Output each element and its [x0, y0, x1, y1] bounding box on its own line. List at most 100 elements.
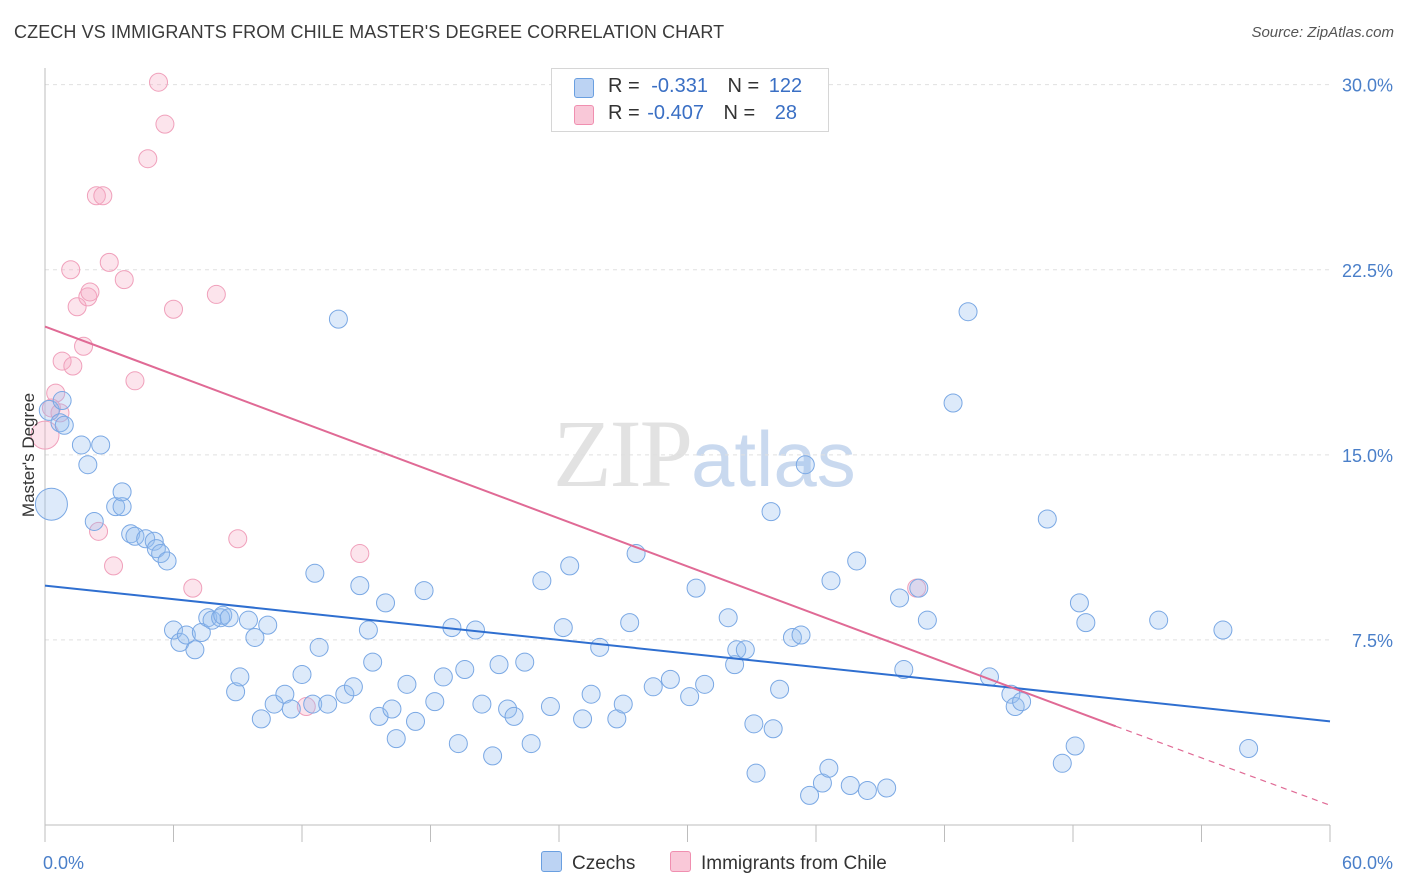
- y-tick-label: 7.5%: [1352, 631, 1393, 651]
- czechs-point: [185, 640, 205, 660]
- chile-point: [350, 544, 370, 564]
- czechs-point: [890, 588, 910, 608]
- czechs-point: [1076, 613, 1096, 633]
- czechs-point: [52, 391, 72, 411]
- czechs-legend-icon: [541, 851, 562, 872]
- y-axis-label: Master's Degree: [19, 393, 38, 517]
- czechs-point: [264, 694, 284, 714]
- czechs-point: [680, 687, 700, 707]
- czechs-point: [800, 785, 820, 805]
- czechs-point: [472, 694, 492, 714]
- y-tick-label: 15.0%: [1342, 446, 1393, 466]
- czechs-point: [1069, 593, 1089, 613]
- czechs-point: [718, 608, 738, 628]
- legend-czechs: Czechs: [541, 851, 635, 875]
- chile-point: [50, 403, 70, 423]
- chile-point: [155, 114, 175, 134]
- czechs-point: [350, 576, 370, 596]
- czechs-point: [763, 719, 783, 739]
- gridlines: [45, 84, 1330, 641]
- czechs-point: [498, 699, 518, 719]
- czechs-point: [761, 502, 781, 522]
- czechs-point: [151, 544, 171, 564]
- legend-czechs-stats: R = -0.331 N = 122: [608, 75, 802, 98]
- czechs-point: [305, 563, 325, 583]
- czechs-point: [877, 778, 897, 798]
- czechs-point: [328, 309, 348, 329]
- chile-point: [149, 72, 169, 92]
- czechs-point: [78, 455, 98, 475]
- axes: [44, 68, 1331, 842]
- chile-point: [104, 556, 124, 576]
- legend-chile-label: Immigrants from Chile: [701, 853, 887, 874]
- n-value: 122: [768, 75, 803, 97]
- czechs-point: [746, 763, 766, 783]
- czechs-point: [573, 709, 593, 729]
- y-axis-ticks: 7.5% 15.0% 22.5% 30.0%: [1342, 76, 1393, 651]
- czechs-point: [504, 706, 524, 726]
- czechs-point: [735, 640, 755, 660]
- czechs-point: [363, 652, 383, 672]
- czechs-point: [1052, 753, 1072, 773]
- czechs-point: [847, 551, 867, 571]
- czechs-point: [483, 746, 503, 766]
- czechs-point: [581, 684, 601, 704]
- chile-point: [114, 270, 134, 290]
- czechs-point: [448, 734, 468, 754]
- r-value: -0.407: [647, 102, 704, 124]
- czechs-point: [1213, 620, 1233, 640]
- legend-chile-stats: R = -0.407 N = 28: [608, 102, 797, 125]
- chile-point: [86, 186, 106, 206]
- czechs-point: [857, 780, 877, 800]
- series-czechs-points: [34, 302, 1259, 805]
- r-label: R =: [608, 75, 640, 97]
- czechs-point: [343, 677, 363, 697]
- czechs-point: [686, 578, 706, 598]
- czechs-point: [521, 734, 541, 754]
- czechs-trend-line: [44, 584, 1331, 723]
- czechs-point: [620, 613, 640, 633]
- chart-title: CZECH VS IMMIGRANTS FROM CHILE MASTER'S …: [14, 22, 725, 42]
- czechs-point: [791, 625, 811, 645]
- czechs-point: [251, 709, 271, 729]
- y-tick-label: 30.0%: [1342, 76, 1393, 96]
- czechs-point: [894, 660, 914, 680]
- source-credit: Source: ZipAtlas.com: [1251, 24, 1394, 41]
- czechs-point: [770, 679, 790, 699]
- czechs-point: [553, 618, 573, 638]
- chile-point: [206, 284, 226, 304]
- czechs-point: [515, 652, 535, 672]
- czechs-point: [433, 667, 453, 687]
- chile-point: [78, 287, 98, 307]
- czechs-point: [226, 682, 246, 702]
- n-value: 28: [774, 102, 798, 124]
- czechs-point: [54, 415, 74, 435]
- czechs-point: [1239, 739, 1259, 758]
- trend-lines: [44, 325, 1331, 806]
- czechs-point: [958, 302, 978, 322]
- chile-point: [125, 371, 145, 391]
- czechs-point: [309, 637, 329, 657]
- n-label: N =: [727, 75, 760, 97]
- czechs-point: [455, 660, 475, 680]
- chile-point: [89, 521, 109, 541]
- czechs-point: [230, 667, 250, 687]
- czechs-point: [358, 620, 378, 640]
- r-label: R =: [608, 102, 640, 124]
- czechs-point: [112, 482, 132, 502]
- czechs-point: [489, 655, 509, 675]
- czechs-point: [71, 435, 91, 455]
- czechs-point: [281, 699, 301, 719]
- x-axis-ticks: 0.0% 60.0%: [43, 853, 1393, 873]
- chile-point: [67, 297, 87, 317]
- czechs-point: [397, 674, 417, 694]
- czechs-swatch-icon: [574, 78, 594, 98]
- chile-point: [52, 351, 72, 371]
- czechs-point: [1149, 610, 1169, 630]
- czechs-point: [590, 637, 610, 657]
- czechs-point: [744, 714, 764, 734]
- czechs-point: [540, 697, 560, 717]
- czechs-point: [660, 669, 680, 689]
- legend-chile: Immigrants from Chile: [670, 851, 887, 875]
